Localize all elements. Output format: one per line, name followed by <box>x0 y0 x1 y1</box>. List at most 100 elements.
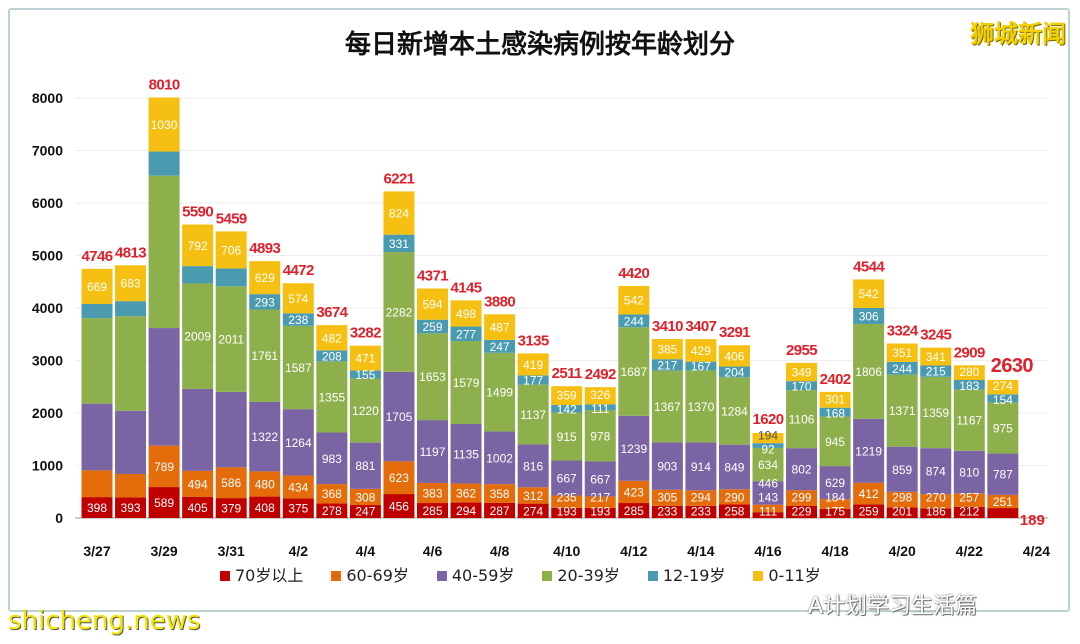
segment-label: 331 <box>389 237 409 251</box>
bar-segment <box>819 391 851 408</box>
bar-segment <box>551 495 583 508</box>
segment-label: 143 <box>758 491 778 505</box>
bar-segment <box>215 391 247 468</box>
bar-segment <box>920 347 952 366</box>
bar-segment <box>249 261 281 295</box>
total-label: 5590 <box>182 204 213 221</box>
segment-label: 423 <box>624 485 644 499</box>
bar-segment <box>484 314 516 340</box>
segment-label: 1370 <box>688 400 715 414</box>
bar-segment <box>148 151 180 176</box>
total-label: 2955 <box>786 342 817 359</box>
segment-label: 586 <box>221 476 241 490</box>
segment-label: 244 <box>892 362 912 376</box>
bar-segment <box>517 375 549 385</box>
bar-segment <box>349 345 381 371</box>
x-tick-label: 4/18 <box>821 543 848 559</box>
bar-segment <box>551 386 583 406</box>
segment-label: 349 <box>792 365 812 379</box>
segment-label: 298 <box>892 491 912 505</box>
bar-segment <box>282 283 314 314</box>
segment-label: 177 <box>523 374 543 388</box>
segment-label: 385 <box>657 343 677 357</box>
segment-label: 480 <box>255 477 275 491</box>
bar-segment <box>584 461 616 497</box>
bar-segment <box>249 294 281 310</box>
segment-label: 434 <box>288 480 308 494</box>
segment-label: 802 <box>792 463 812 477</box>
bar-segment <box>752 443 784 448</box>
segment-label: 446 <box>758 477 778 491</box>
bar-segment <box>752 481 784 505</box>
total-label: 2402 <box>820 371 851 388</box>
bar-segment <box>383 461 415 495</box>
segment-label: 111 <box>759 505 778 519</box>
total-label: 2492 <box>585 366 616 383</box>
bar-segment <box>920 365 952 377</box>
bar-segment <box>417 420 448 483</box>
segment-label: 229 <box>792 505 812 519</box>
total-label: 3245 <box>920 327 951 344</box>
segment-label: 280 <box>959 365 979 379</box>
x-tick-label: 4/22 <box>956 543 983 559</box>
segment-label: 1002 <box>486 451 513 465</box>
bar-segment <box>517 503 549 518</box>
bar-segment <box>920 508 952 518</box>
segment-label: 1355 <box>318 390 345 404</box>
y-tick-label: 7000 <box>32 143 63 159</box>
segment-label: 542 <box>859 287 879 301</box>
x-tick-label: 4/20 <box>889 543 916 559</box>
segment-label: 667 <box>590 472 610 486</box>
segment-label: 215 <box>926 365 946 379</box>
segment-label: 487 <box>490 321 510 335</box>
segment-label: 274 <box>993 379 1013 393</box>
legend-item: 12-19岁 <box>647 566 725 585</box>
segment-label: 1322 <box>251 430 278 444</box>
bar-segment <box>450 483 482 503</box>
y-tick-label: 8000 <box>32 90 63 106</box>
y-tick-label: 4000 <box>32 300 63 316</box>
bar-segment <box>316 361 348 433</box>
bar-segment <box>920 376 952 449</box>
total-label: 6221 <box>383 170 414 187</box>
segment-label: 238 <box>288 313 308 327</box>
bar-segment <box>651 370 683 443</box>
bar-segment <box>651 489 683 506</box>
segment-label: 92 <box>761 442 775 456</box>
segment-label: 1106 <box>789 413 815 427</box>
bar-segment <box>618 480 650 504</box>
bar-segment <box>81 268 113 304</box>
bar-segment <box>853 504 885 518</box>
segment-label: 293 <box>255 295 275 309</box>
bar-segment <box>215 498 247 518</box>
segment-label: 233 <box>657 505 677 519</box>
segment-label: 201 <box>892 505 912 519</box>
bar-segment <box>417 288 448 320</box>
bar-segment <box>819 416 851 467</box>
segment-label: 257 <box>959 491 979 505</box>
bar-segment <box>819 499 851 509</box>
total-label: 4145 <box>451 279 482 296</box>
bar-segment <box>752 504 784 513</box>
legend-swatch <box>436 570 447 581</box>
bar-segment <box>953 450 985 494</box>
x-tick-label: 3/27 <box>83 543 110 559</box>
segment-label: 351 <box>892 346 912 360</box>
bar-segment <box>786 448 818 491</box>
bar-segment <box>752 447 784 482</box>
bar-segment <box>81 318 113 404</box>
bar-segment <box>584 410 616 462</box>
bar-segment <box>886 507 918 518</box>
legend-swatch <box>542 570 553 581</box>
bar-segment <box>316 432 348 485</box>
segment-label: 358 <box>490 487 510 501</box>
segment-label: 111 <box>591 402 610 416</box>
segment-label: 2009 <box>184 330 211 344</box>
legend-swatch <box>220 570 230 581</box>
segment-label: 629 <box>255 271 275 285</box>
segment-label: 542 <box>624 294 644 308</box>
bar-segment <box>450 341 482 424</box>
segment-label: 1264 <box>285 436 312 450</box>
segment-label: 270 <box>926 491 946 505</box>
bar-segment <box>853 323 885 419</box>
